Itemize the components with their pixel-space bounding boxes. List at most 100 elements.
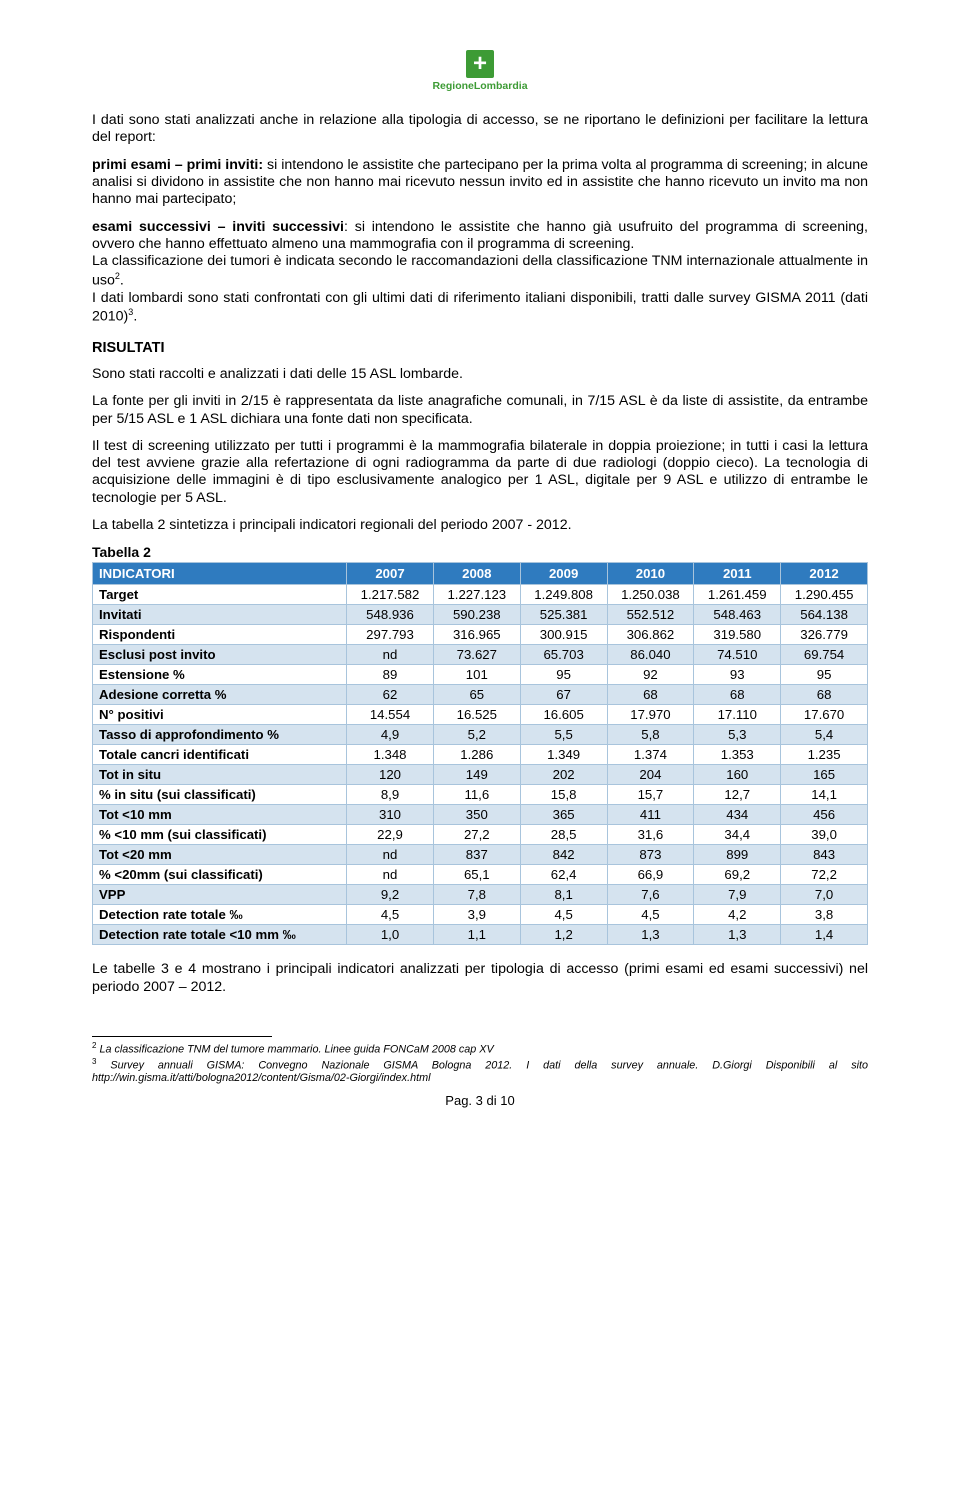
table-cell: 434 [694, 805, 781, 825]
intro-paragraph: I dati sono stati analizzati anche in re… [92, 112, 868, 147]
table-cell: 1,3 [607, 925, 694, 945]
table-cell: 28,5 [520, 825, 607, 845]
table-cell: 4,5 [347, 905, 434, 925]
table-cell: 204 [607, 765, 694, 785]
table-cell: 1.217.582 [347, 585, 434, 605]
table-cell: 65.703 [520, 645, 607, 665]
table-cell: 310 [347, 805, 434, 825]
table-cell: 9,2 [347, 885, 434, 905]
table-cell: 7,8 [433, 885, 520, 905]
table-cell: 14.554 [347, 705, 434, 725]
table-header-row: INDICATORI200720082009201020112012 [93, 563, 868, 585]
header-logo: + RegioneLombardia [92, 50, 868, 92]
table-row: Tot in situ120149202204160165 [93, 765, 868, 785]
table-cell: 411 [607, 805, 694, 825]
table-cell: 17.970 [607, 705, 694, 725]
table-cell: Tot <20 mm [93, 845, 347, 865]
table-cell: 5,4 [781, 725, 868, 745]
table-cell: Detection rate totale ‰ [93, 905, 347, 925]
table-row: Estensione %8910195929395 [93, 665, 868, 685]
logo-text: RegioneLombardia [92, 80, 868, 92]
table-cell: 11,6 [433, 785, 520, 805]
table-header-cell: 2009 [520, 563, 607, 585]
table-row: % <20mm (sui classificati)nd65,162,466,9… [93, 865, 868, 885]
table-row: Totale cancri identificati1.3481.2861.34… [93, 745, 868, 765]
table-cell: Esclusi post invito [93, 645, 347, 665]
table-cell: 326.779 [781, 625, 868, 645]
table-cell: 316.965 [433, 625, 520, 645]
table-cell: 548.463 [694, 605, 781, 625]
table-cell: 31,6 [607, 825, 694, 845]
table-cell: Tot <10 mm [93, 805, 347, 825]
table-cell: 4,9 [347, 725, 434, 745]
risultati-p2: La fonte per gli inviti in 2/15 è rappre… [92, 393, 868, 428]
table-cell: 3,8 [781, 905, 868, 925]
table-row: Adesione corretta %626567686868 [93, 685, 868, 705]
table-row: % <10 mm (sui classificati)22,927,228,53… [93, 825, 868, 845]
table-cell: 17.670 [781, 705, 868, 725]
table-cell: 5,5 [520, 725, 607, 745]
risultati-p1: Sono stati raccolti e analizzati i dati … [92, 366, 868, 383]
table-cell: 837 [433, 845, 520, 865]
table-header-cell: 2011 [694, 563, 781, 585]
table-cell: 899 [694, 845, 781, 865]
table-cell: 68 [607, 685, 694, 705]
table-cell: 68 [694, 685, 781, 705]
table-cell: 4,2 [694, 905, 781, 925]
table-cell: 95 [520, 665, 607, 685]
table-cell: 3,9 [433, 905, 520, 925]
table-cell: 120 [347, 765, 434, 785]
tnm-paragraph: La classificazione dei tumori è indicata… [92, 253, 868, 289]
table-row: % in situ (sui classificati)8,911,615,81… [93, 785, 868, 805]
footnote-2: 2 La classificazione TNM del tumore mamm… [92, 1041, 868, 1057]
table-cell: 160 [694, 765, 781, 785]
table-caption: Tabella 2 [92, 544, 868, 560]
table-cell: 69.754 [781, 645, 868, 665]
table-cell: 73.627 [433, 645, 520, 665]
table-cell: Estensione % [93, 665, 347, 685]
table-cell: 74.510 [694, 645, 781, 665]
table-cell: 86.040 [607, 645, 694, 665]
table-cell: 12,7 [694, 785, 781, 805]
table-header-cell: 2010 [607, 563, 694, 585]
table-row: N° positivi14.55416.52516.60517.97017.11… [93, 705, 868, 725]
table-cell: 548.936 [347, 605, 434, 625]
table-cell: 16.605 [520, 705, 607, 725]
table-cell: 62,4 [520, 865, 607, 885]
footnote-divider [92, 1036, 272, 1037]
table-cell: 202 [520, 765, 607, 785]
table-cell: Rispondenti [93, 625, 347, 645]
table-cell: 15,8 [520, 785, 607, 805]
table-cell: 17.110 [694, 705, 781, 725]
risultati-p3: Il test di screening utilizzato per tutt… [92, 438, 868, 507]
table-cell: 27,2 [433, 825, 520, 845]
table-header-cell: 2012 [781, 563, 868, 585]
table-row: Rispondenti297.793316.965300.915306.8623… [93, 625, 868, 645]
table-row: Detection rate totale <10 mm ‰1,01,11,21… [93, 925, 868, 945]
table-cell: 1.286 [433, 745, 520, 765]
table-cell: 525.381 [520, 605, 607, 625]
logo-cross-icon: + [466, 50, 494, 78]
table-cell: Detection rate totale <10 mm ‰ [93, 925, 347, 945]
table-cell: 306.862 [607, 625, 694, 645]
risultati-heading: RISULTATI [92, 340, 868, 356]
after-table-paragraph: Le tabelle 3 e 4 mostrano i principali i… [92, 961, 868, 996]
table-cell: Totale cancri identificati [93, 745, 347, 765]
table-cell: 66,9 [607, 865, 694, 885]
table-cell: 7,6 [607, 885, 694, 905]
table-cell: 1,4 [781, 925, 868, 945]
table-cell: 842 [520, 845, 607, 865]
table-cell: 1,3 [694, 925, 781, 945]
table-cell: N° positivi [93, 705, 347, 725]
table-cell: 95 [781, 665, 868, 685]
table-cell: 165 [781, 765, 868, 785]
table-cell: 22,9 [347, 825, 434, 845]
table-cell: 92 [607, 665, 694, 685]
table-cell: 8,9 [347, 785, 434, 805]
table-cell: 1.374 [607, 745, 694, 765]
table-cell: 300.915 [520, 625, 607, 645]
table-cell: 14,1 [781, 785, 868, 805]
table-row: Tasso di approfondimento %4,95,25,55,85,… [93, 725, 868, 745]
table-cell: Tot in situ [93, 765, 347, 785]
table-cell: 101 [433, 665, 520, 685]
